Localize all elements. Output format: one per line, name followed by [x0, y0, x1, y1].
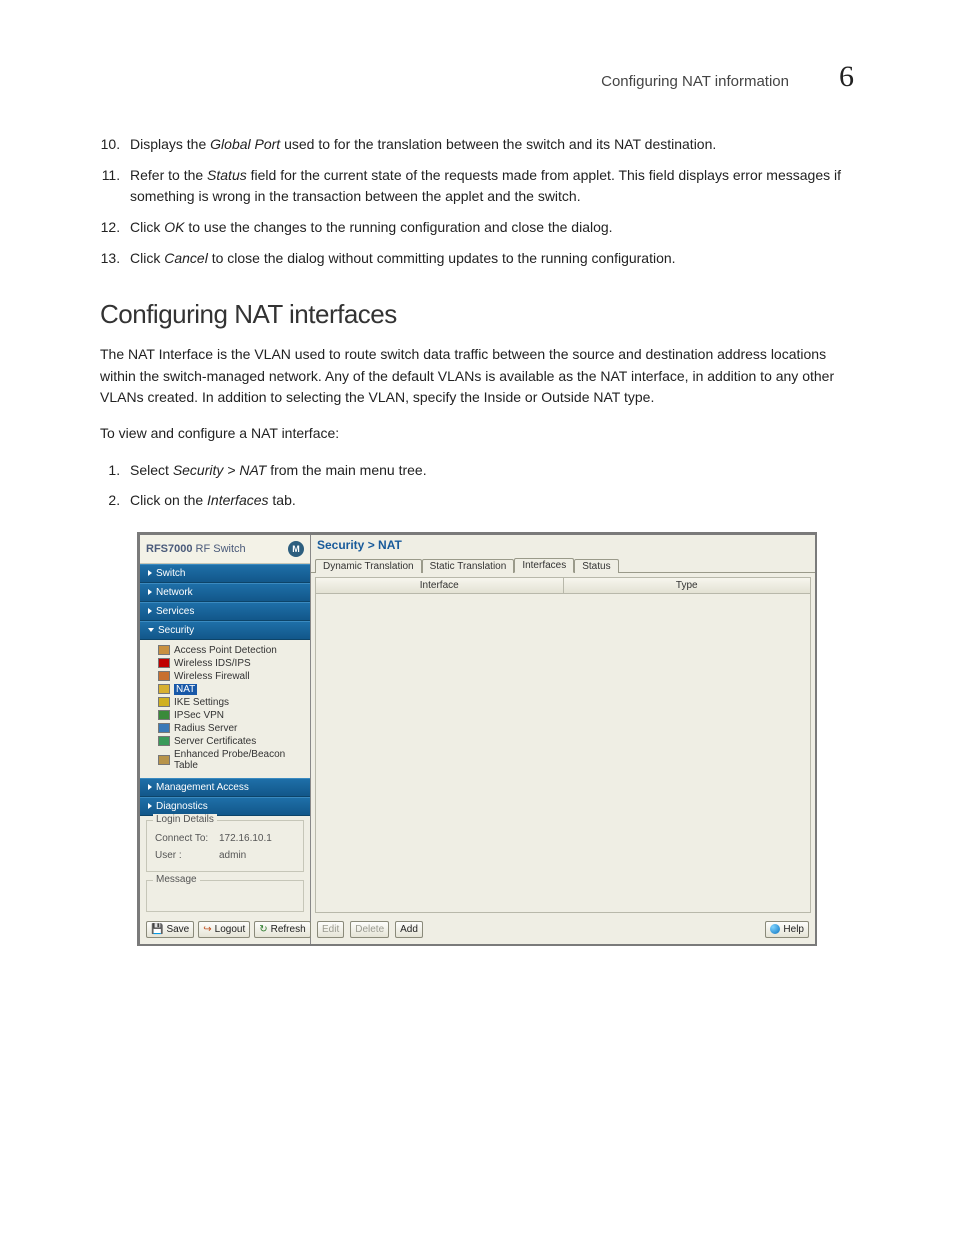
login-details-box: Login Details Connect To: 172.16.10.1 Us… [146, 820, 304, 872]
save-icon: 💾 [151, 924, 163, 935]
sidebar: RFS7000 RF Switch M Switch Network Servi… [140, 535, 311, 944]
tab[interactable]: Static Translation [422, 559, 515, 573]
message-box: Message [146, 880, 304, 912]
tree-item[interactable]: Access Point Detection [140, 644, 310, 657]
breadcrumb: Security > NAT [311, 535, 815, 554]
logout-icon: ↪ [203, 924, 211, 935]
interfaces-grid: Interface Type [315, 577, 811, 913]
logout-button[interactable]: ↪ Logout [198, 921, 250, 938]
tree-item[interactable]: Radius Server [140, 722, 310, 735]
tree-item[interactable]: NAT [140, 683, 310, 696]
tree-label: Wireless Firewall [174, 671, 250, 682]
step-item: Select Security > NAT from the main menu… [124, 459, 854, 481]
main-panel: Security > NAT Dynamic TranslationStatic… [311, 535, 815, 944]
refresh-button[interactable]: ↻ Refresh [254, 921, 310, 938]
tree-icon [158, 684, 170, 694]
tree-label: Radius Server [174, 723, 237, 734]
tree-item[interactable]: IPSec VPN [140, 709, 310, 722]
intro-paragraph: The NAT Interface is the VLAN used to ro… [100, 344, 854, 409]
grid-header: Interface Type [316, 578, 810, 594]
tree-label: IKE Settings [174, 697, 229, 708]
nav-security[interactable]: Security [140, 621, 310, 640]
tab[interactable]: Interfaces [514, 558, 574, 573]
save-button[interactable]: 💾 Save [146, 921, 194, 938]
column-type[interactable]: Type [564, 578, 811, 593]
running-header: Configuring NAT information 6 [100, 60, 854, 94]
app-screenshot: RFS7000 RF Switch M Switch Network Servi… [137, 532, 817, 946]
tree-icon [158, 710, 170, 720]
section-heading: Configuring NAT interfaces [100, 299, 854, 330]
motorola-logo-icon: M [288, 541, 304, 557]
nav-switch[interactable]: Switch [140, 564, 310, 583]
main-footer: Edit Delete Add Help [311, 917, 815, 944]
numbered-list-continued: Displays the Global Port used to for the… [100, 134, 854, 269]
tree-icon [158, 755, 170, 765]
tree-icon [158, 671, 170, 681]
tree-label: Access Point Detection [174, 645, 277, 656]
tree-icon [158, 645, 170, 655]
tree-label: NAT [174, 684, 197, 695]
chapter-number: 6 [839, 60, 854, 94]
tree-icon [158, 697, 170, 707]
list-item: Refer to the Status field for the curren… [124, 165, 854, 207]
user-label: User : [155, 850, 219, 861]
tab[interactable]: Status [574, 559, 618, 573]
nav-services[interactable]: Services [140, 602, 310, 621]
list-item: Displays the Global Port used to for the… [124, 134, 854, 155]
procedure-steps: Select Security > NAT from the main menu… [100, 459, 854, 512]
tree-label: Server Certificates [174, 736, 256, 747]
sidebar-footer: 💾 Save ↪ Logout ↻ Refresh [140, 916, 310, 944]
tree-label: IPSec VPN [174, 710, 224, 721]
lead-in-paragraph: To view and configure a NAT interface: [100, 423, 854, 445]
tree-icon [158, 736, 170, 746]
user-value: admin [219, 850, 246, 861]
connect-to-value: 172.16.10.1 [219, 833, 272, 844]
nav-management-access[interactable]: Management Access [140, 778, 310, 797]
tab-strip: Dynamic TranslationStatic TranslationInt… [311, 554, 815, 573]
add-button[interactable]: Add [395, 921, 423, 938]
tree-item[interactable]: Server Certificates [140, 735, 310, 748]
refresh-icon: ↻ [259, 924, 267, 935]
tab[interactable]: Dynamic Translation [315, 559, 422, 573]
tree-item[interactable]: Wireless IDS/IPS [140, 657, 310, 670]
tree-item[interactable]: IKE Settings [140, 696, 310, 709]
sidebar-title: RFS7000 RF Switch M [140, 535, 310, 564]
column-interface[interactable]: Interface [316, 578, 564, 593]
tree-item[interactable]: Enhanced Probe/Beacon Table [140, 748, 310, 772]
delete-button: Delete [350, 921, 389, 938]
connect-to-label: Connect To: [155, 833, 219, 844]
security-tree: Access Point Detection Wireless IDS/IPS Wi… [140, 640, 310, 778]
header-title: Configuring NAT information [601, 73, 789, 90]
tree-label: Enhanced Probe/Beacon Table [174, 749, 306, 771]
help-icon [770, 924, 780, 934]
list-item: Click OK to use the changes to the runni… [124, 217, 854, 238]
tree-icon [158, 723, 170, 733]
help-button[interactable]: Help [765, 921, 809, 938]
list-item: Click Cancel to close the dialog without… [124, 248, 854, 269]
tree-label: Wireless IDS/IPS [174, 658, 251, 669]
nav-network[interactable]: Network [140, 583, 310, 602]
tree-icon [158, 658, 170, 668]
step-item: Click on the Interfaces tab. [124, 489, 854, 511]
product-name: RFS7000 RF Switch [146, 543, 246, 555]
tree-item[interactable]: Wireless Firewall [140, 670, 310, 683]
edit-button: Edit [317, 921, 344, 938]
grid-body-empty [316, 594, 810, 912]
